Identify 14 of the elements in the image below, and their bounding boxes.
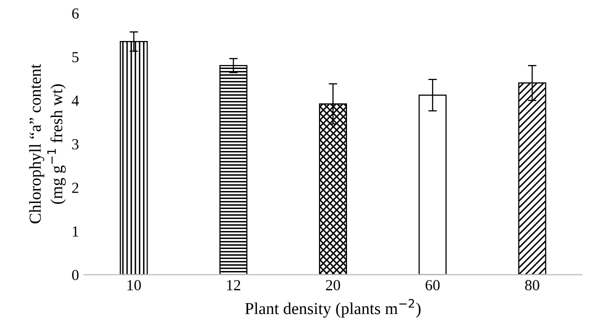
x-tick-label: 80 bbox=[525, 280, 540, 290]
y-tick-label: 2 bbox=[72, 182, 78, 193]
x-axis-title: Plant density (plants m$^{−2}$) bbox=[245, 299, 421, 318]
y-tick-label: 6 bbox=[72, 8, 79, 19]
y-tick-label: 4 bbox=[72, 96, 79, 106]
x-tick-label: 12 bbox=[227, 280, 240, 290]
y-tick-label: 0 bbox=[72, 270, 79, 280]
y-tick-label: 3 bbox=[72, 139, 79, 150]
x-tick-label: 20 bbox=[326, 280, 340, 290]
y-axis-title: Chlorophyll “a” content (mg g$^{−1}$ fresh wt) bbox=[29, 64, 66, 224]
y-tick-label: 1 bbox=[72, 226, 78, 236]
x-tick-label: 60 bbox=[426, 280, 440, 290]
y-tick-label: 5 bbox=[72, 52, 79, 62]
x-tick-label: 10 bbox=[128, 280, 141, 290]
